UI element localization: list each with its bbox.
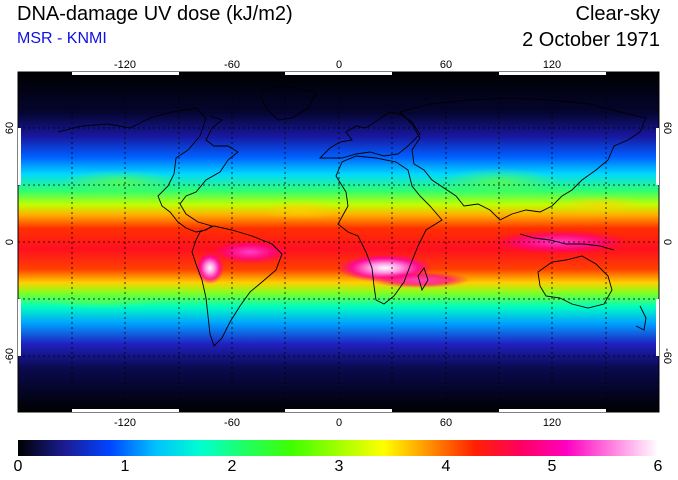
lat-ticks-right: 60 0 -60	[661, 122, 673, 364]
cloud-west-pacific	[555, 196, 645, 214]
hotspot-south-atlantic	[370, 272, 470, 288]
coast-australia	[537, 255, 613, 309]
graticule	[18, 72, 659, 412]
lon-ticks-bottom: -120 -60 0 60 120	[114, 417, 561, 429]
lon-tick-bottom: 0	[336, 417, 342, 429]
cloud-north-pacific	[60, 170, 180, 194]
uv-dose-map: -120 -60 0 60 120 -120 -60 0 60 120 60 0…	[4, 59, 673, 429]
hotspot-amazon	[210, 240, 290, 264]
colorbar-label: 3	[334, 458, 344, 475]
colorbar-label: 5	[547, 458, 557, 475]
coast-south-america	[191, 225, 283, 347]
lat-tick-right: -60	[661, 348, 673, 364]
coast-indonesia	[519, 233, 615, 251]
lat-tick-left: 0	[4, 239, 16, 245]
coast-new-zealand	[635, 305, 647, 331]
hotspot-andes	[196, 252, 224, 284]
colorbar-label: 2	[227, 458, 237, 475]
data-source-label: MSR - KNMI	[17, 30, 107, 47]
lat-tick-left: -60	[4, 348, 16, 364]
cloud-south-pacific	[40, 292, 160, 308]
cloud-caribbean	[260, 200, 340, 220]
lon-tick-top: -120	[114, 59, 136, 71]
colorbar-label: 6	[653, 458, 663, 475]
map-frame	[17, 71, 660, 413]
map-title: DNA-damage UV dose (kJ/m2)	[17, 3, 293, 25]
lat-ticks-left: 60 0 -60	[4, 122, 16, 364]
sky-condition-label: Clear-sky	[575, 3, 660, 25]
dose-hotspots	[40, 168, 645, 308]
lat-tick-right: 0	[661, 239, 673, 245]
lon-tick-top: 120	[543, 59, 561, 71]
lon-tick-top: 0	[336, 59, 342, 71]
map-date: 2 October 1971	[522, 29, 660, 51]
lon-tick-bottom: -60	[224, 417, 240, 429]
coast-madagascar	[417, 267, 429, 292]
lon-tick-top: 60	[440, 59, 452, 71]
lat-tick-right: 60	[661, 122, 673, 134]
lon-tick-bottom: -120	[114, 417, 136, 429]
coast-asia	[399, 97, 647, 221]
coast-greenland	[261, 85, 317, 121]
lat-tick-left: 60	[4, 122, 16, 134]
coast-africa	[335, 155, 443, 305]
lon-tick-bottom: 60	[440, 417, 452, 429]
coast-europe	[318, 111, 421, 159]
lon-tick-bottom: 120	[543, 417, 561, 429]
colorbar-label: 0	[13, 458, 23, 475]
lon-tick-top: -60	[224, 59, 240, 71]
lon-ticks-top: -120 -60 0 60 120	[114, 59, 561, 71]
colorbar	[18, 440, 658, 456]
coast-north-america	[57, 107, 239, 233]
colorbar-label: 1	[120, 458, 130, 475]
coastlines	[57, 85, 647, 347]
cloud-asia	[440, 168, 560, 196]
colorbar-label: 4	[441, 458, 451, 475]
